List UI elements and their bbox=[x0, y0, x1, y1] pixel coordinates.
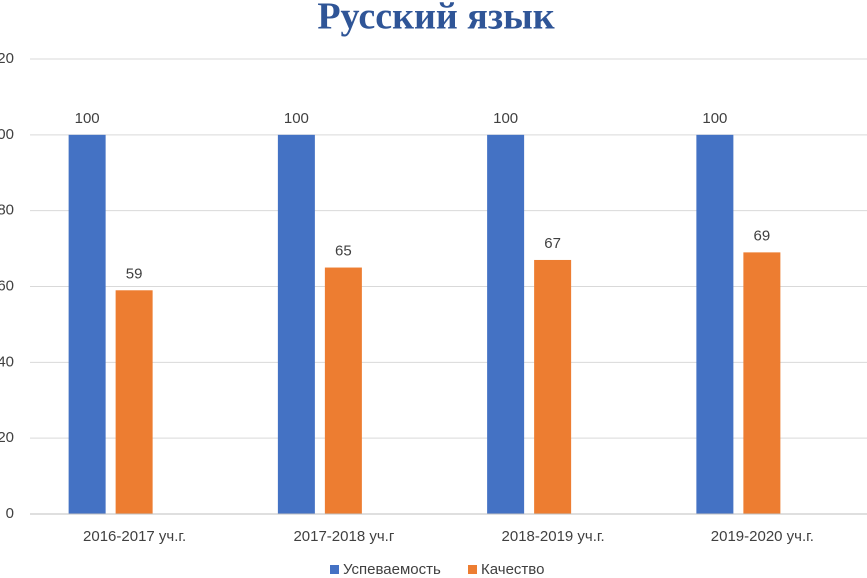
data-label: 59 bbox=[126, 265, 143, 282]
data-label: 100 bbox=[284, 110, 309, 127]
y-tick-label: 40 bbox=[0, 353, 14, 370]
x-tick-label: 2017-2018 уч.г bbox=[293, 528, 394, 545]
data-label: 67 bbox=[544, 235, 561, 252]
legend-swatch bbox=[468, 565, 477, 574]
legend-label: Успеваемость bbox=[343, 561, 441, 578]
x-tick-label: 2018-2019 уч.г. bbox=[502, 528, 605, 545]
bar bbox=[68, 134, 106, 515]
data-label: 100 bbox=[493, 110, 518, 127]
x-tick-label: 2019-2020 уч.г. bbox=[711, 528, 814, 545]
bar bbox=[277, 134, 315, 515]
legend-swatch bbox=[330, 565, 339, 574]
data-label: 65 bbox=[335, 243, 352, 260]
data-label: 69 bbox=[754, 227, 771, 244]
y-tick-label: 80 bbox=[0, 202, 14, 219]
data-label: 100 bbox=[702, 110, 727, 127]
y-tick-label: 0 bbox=[6, 505, 14, 522]
bar bbox=[324, 267, 362, 514]
y-tick-label: 20 bbox=[0, 429, 14, 446]
y-tick-label: 100 bbox=[0, 126, 14, 143]
bar bbox=[696, 134, 734, 515]
y-tick-label: 120 bbox=[0, 50, 14, 67]
chart-title: Русский язык bbox=[317, 0, 554, 38]
legend-label: Качество bbox=[481, 561, 544, 578]
bar bbox=[534, 259, 572, 514]
y-tick-label: 60 bbox=[0, 277, 14, 294]
data-label: 100 bbox=[75, 110, 100, 127]
bar bbox=[487, 134, 525, 515]
bar bbox=[115, 290, 153, 514]
bar bbox=[743, 252, 781, 514]
x-tick-label: 2016-2017 уч.г. bbox=[83, 528, 186, 545]
